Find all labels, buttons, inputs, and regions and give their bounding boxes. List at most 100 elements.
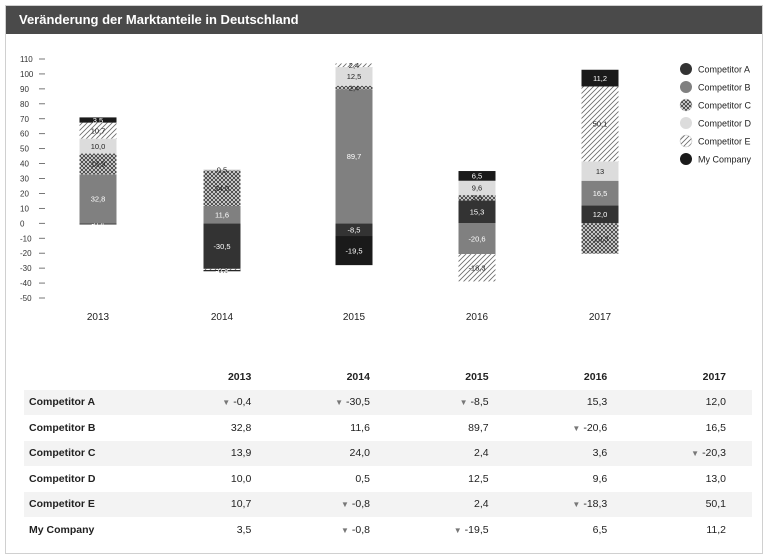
y-tick-label: 110 bbox=[20, 55, 33, 64]
y-tick-label: 40 bbox=[20, 160, 29, 169]
cell-value: -18,3 bbox=[583, 498, 608, 511]
cell-value: -0,8 bbox=[351, 498, 370, 511]
y-tick-label: 50 bbox=[20, 145, 29, 154]
bar-data-label: 12,0 bbox=[593, 210, 608, 219]
table-row: Competitor D 10,0 0,5 12,5 9,6 13,0 bbox=[24, 466, 752, 492]
legend-swatch bbox=[680, 117, 692, 129]
bar-data-label: 3,6 bbox=[472, 194, 482, 203]
bar-data-label: -20,6 bbox=[468, 234, 485, 243]
legend-swatch bbox=[679, 134, 693, 148]
x-axis: 2013 2014 2015 2016 2017 bbox=[87, 312, 612, 323]
legend-entry-label: Competitor E bbox=[698, 137, 751, 147]
bar-segment-competitor-b-2014 bbox=[203, 205, 241, 224]
bar-segment-competitor-a-2015 bbox=[335, 223, 373, 237]
legend-swatch bbox=[680, 153, 692, 165]
cell-value: -30,5 bbox=[346, 396, 370, 409]
bar-segment-my-company-2014 bbox=[203, 270, 241, 272]
bar-data-label: 89,7 bbox=[347, 152, 362, 161]
table-cell: 11,2 bbox=[633, 517, 752, 543]
down-arrow-icon: ▼ bbox=[459, 398, 468, 408]
table-corner-cell bbox=[24, 364, 159, 390]
bar-segment-competitor-c-2016 bbox=[458, 195, 496, 201]
bar-data-label: 12,5 bbox=[347, 72, 362, 81]
table-cell: 10,7 bbox=[159, 492, 278, 518]
bar-data-label: -0,8 bbox=[216, 266, 229, 275]
bar-segment-competitor-e-2017 bbox=[581, 86, 619, 162]
bar-segment-competitor-a-2013 bbox=[79, 223, 117, 225]
y-tick-label: 10 bbox=[20, 204, 29, 213]
table-cell: 12,0 bbox=[633, 390, 752, 416]
row-label: Competitor C bbox=[29, 447, 96, 460]
bar-data-label: -0,8 bbox=[216, 265, 229, 274]
table-row: My Company 3,5 ▼ -0,8 ▼ -19,5 6,5 11,2 bbox=[24, 517, 752, 543]
chart-title: Veränderung der Marktanteile in Deutschl… bbox=[19, 12, 299, 27]
bar-segment-competitor-b-2015 bbox=[335, 89, 373, 224]
table-cell: ▼ -20,6 bbox=[515, 415, 634, 441]
chart-panel: Veränderung der Marktanteile in Deutschl… bbox=[5, 5, 763, 554]
cell-value: 15,3 bbox=[586, 396, 608, 409]
cell-value: 13,0 bbox=[705, 472, 726, 485]
y-tick-label: 0 bbox=[20, 219, 25, 228]
bar-data-label: 15,3 bbox=[470, 208, 485, 217]
bar-segment-competitor-d-2015 bbox=[335, 67, 373, 86]
y-tick-label: 60 bbox=[20, 130, 29, 139]
cell-value: 16,5 bbox=[705, 421, 726, 434]
bar-segment-my-company-2015 bbox=[335, 236, 373, 266]
cell-value: 11,6 bbox=[350, 421, 370, 434]
table-cell: ▼ -0,8 bbox=[277, 517, 396, 543]
bar-data-label: 2,4 bbox=[349, 83, 359, 92]
bar-data-label: -20,3 bbox=[591, 234, 608, 243]
x-tick-label: 2016 bbox=[466, 312, 489, 323]
bar-data-label: 6,5 bbox=[472, 172, 482, 181]
cell-value: 0,5 bbox=[355, 472, 370, 485]
bar-data-label: 11,2 bbox=[593, 74, 607, 83]
bar-data-label: 2,4 bbox=[349, 61, 359, 70]
bar-segment-competitor-b-2017 bbox=[581, 180, 619, 206]
x-tick-label: 2015 bbox=[343, 312, 366, 323]
bar-segment-competitor-e-2016 bbox=[458, 254, 496, 282]
cell-value: 10,7 bbox=[230, 498, 252, 511]
table-row: Competitor C 13,9 24,0 2,4 3,6 ▼ -20,3 bbox=[24, 440, 752, 467]
bar-segment-competitor-a-2016 bbox=[458, 200, 496, 224]
x-tick-label: 2014 bbox=[211, 312, 234, 323]
cell-value: -19,5 bbox=[464, 523, 489, 536]
cell-value: 3,6 bbox=[592, 447, 608, 460]
cell-value: 24,0 bbox=[349, 447, 370, 460]
table-row: Competitor B 32,8 11,6 89,7 ▼ -20,6 16,5 bbox=[24, 415, 752, 441]
row-label: Competitor D bbox=[29, 472, 96, 485]
bar-segment-competitor-a-2017 bbox=[581, 205, 619, 224]
x-tick-label: 2013 bbox=[87, 312, 110, 323]
table-cell: ▼ -19,5 bbox=[396, 517, 515, 543]
table-cell: 15,3 bbox=[515, 390, 634, 416]
bar-segment-competitor-c-2013 bbox=[79, 153, 117, 175]
legend-entry-label: My Company bbox=[698, 155, 752, 165]
bar-segment-competitor-e-2015 bbox=[335, 63, 373, 68]
table-header-row: 2013 2014 2015 2016 2017 bbox=[24, 364, 752, 390]
row-label: Competitor B bbox=[29, 421, 96, 434]
bar-data-label: 50,1 bbox=[593, 120, 608, 129]
bar-segment-competitor-a-2014 bbox=[203, 223, 241, 269]
cell-value: 3,5 bbox=[236, 523, 252, 536]
down-arrow-icon: ▼ bbox=[572, 423, 581, 433]
cell-value: 12,0 bbox=[705, 396, 726, 409]
bar-data-label: -19,5 bbox=[345, 246, 362, 255]
bar-segment-competitor-d-2017 bbox=[581, 161, 619, 181]
table-cell: 16,5 bbox=[633, 415, 752, 441]
bar-segment-competitor-c-2017 bbox=[581, 223, 619, 254]
bar-data-label: 10,0 bbox=[91, 142, 106, 151]
table-cell: ▼ -8,5 bbox=[396, 390, 515, 416]
y-tick-label: -30 bbox=[20, 264, 32, 273]
table-cell: 32,8 bbox=[159, 415, 278, 441]
bar-segment-competitor-b-2013 bbox=[79, 174, 117, 224]
bar-data-label: 0,5 bbox=[217, 166, 227, 175]
bar-data-label: 16,5 bbox=[593, 189, 608, 198]
bar-data-label: -30,5 bbox=[213, 242, 230, 251]
table-cell: 0,5 bbox=[277, 466, 396, 492]
table-cell: 13,9 bbox=[159, 441, 278, 467]
down-arrow-icon: ▼ bbox=[340, 525, 349, 535]
table-cell: 9,6 bbox=[515, 466, 634, 492]
down-arrow-icon: ▼ bbox=[222, 398, 231, 408]
table-cell: ▼ -0,4 bbox=[159, 390, 278, 416]
legend-entry-label: Competitor D bbox=[698, 119, 752, 129]
down-arrow-icon: ▼ bbox=[335, 398, 344, 408]
